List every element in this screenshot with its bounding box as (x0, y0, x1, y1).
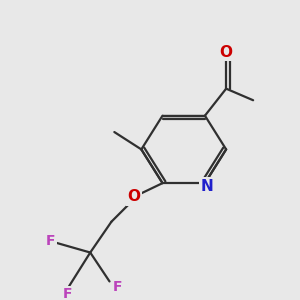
Text: O: O (220, 44, 232, 59)
Text: F: F (46, 234, 56, 248)
Text: F: F (62, 287, 72, 300)
Text: N: N (200, 178, 213, 194)
Text: O: O (127, 189, 140, 204)
Text: F: F (112, 280, 122, 294)
